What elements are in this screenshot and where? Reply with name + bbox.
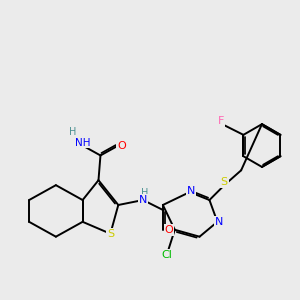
Text: N: N [187, 186, 195, 196]
Text: Cl: Cl [161, 250, 172, 260]
Text: S: S [107, 229, 114, 239]
Text: N: N [215, 217, 223, 227]
Text: N: N [139, 195, 147, 205]
Text: F: F [218, 116, 224, 126]
Text: O: O [117, 140, 126, 151]
Text: H: H [141, 188, 148, 199]
Text: NH: NH [75, 138, 90, 148]
Text: O: O [164, 225, 173, 235]
Text: S: S [221, 177, 228, 187]
Text: H: H [68, 127, 76, 137]
